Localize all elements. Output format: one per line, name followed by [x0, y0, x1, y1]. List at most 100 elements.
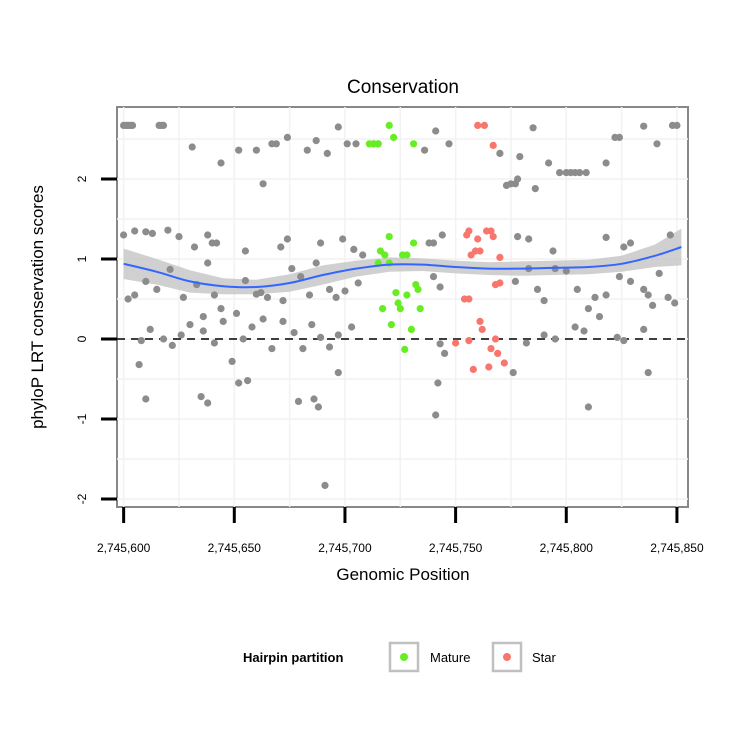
point-mature [385, 233, 393, 241]
point-other [297, 273, 305, 281]
x-tick-label: 2,745,650 [208, 541, 262, 555]
point-other [671, 299, 679, 307]
point-other [562, 267, 570, 275]
point-other [432, 127, 440, 135]
point-other [148, 229, 156, 237]
point-other [352, 140, 360, 148]
ribbon-area [123, 228, 682, 295]
point-other [124, 295, 132, 303]
point-other [613, 333, 621, 341]
point-other [228, 357, 236, 365]
point-other [210, 291, 218, 299]
point-other [248, 323, 256, 331]
point-other [545, 159, 553, 167]
point-other [252, 146, 260, 154]
point-other [653, 140, 661, 148]
point-other [325, 285, 334, 293]
point-mature [387, 321, 395, 329]
legend: Hairpin partition Mature Star [243, 641, 557, 673]
x-tick-label: 2,745,600 [97, 541, 151, 555]
point-other [441, 349, 449, 357]
point-mature [403, 251, 411, 259]
point-mature [410, 140, 418, 148]
point-other [525, 235, 533, 243]
point-other [432, 411, 440, 419]
point-other [602, 233, 610, 241]
point-other [438, 231, 446, 239]
point-other [509, 369, 517, 377]
y-axis-title: phyloP LRT conservation scores [28, 185, 47, 429]
point-other [626, 239, 635, 247]
point-other [263, 293, 272, 301]
legend-key-mature [388, 641, 420, 673]
point-other [664, 293, 672, 301]
point-star [496, 279, 504, 287]
point-other [283, 133, 291, 141]
point-other [673, 121, 681, 129]
point-other [323, 149, 331, 157]
point-other [540, 331, 548, 339]
point-other [551, 335, 559, 343]
point-mature [390, 133, 398, 141]
point-other [620, 337, 628, 345]
point-other [217, 305, 225, 313]
x-axis-title: Genomic Position [336, 565, 469, 584]
point-star [496, 253, 504, 261]
point-other [540, 297, 548, 305]
point-star [494, 349, 502, 357]
point-other [595, 313, 604, 321]
point-other [283, 235, 291, 243]
point-other [232, 309, 241, 317]
confidence-ribbon [123, 228, 682, 295]
point-other [219, 317, 227, 325]
point-other [166, 265, 174, 273]
point-other [321, 481, 329, 489]
point-other [314, 403, 322, 411]
point-other [429, 239, 438, 247]
point-other [312, 137, 320, 145]
x-tick-label: 2,745,750 [429, 541, 483, 555]
point-other [204, 231, 212, 239]
point-mature [403, 291, 411, 299]
point-star [489, 233, 497, 241]
point-other [272, 140, 280, 148]
point-other [516, 153, 524, 161]
point-other [128, 121, 137, 129]
point-other [244, 377, 252, 385]
point-other [186, 321, 194, 329]
point-other [334, 123, 342, 131]
point-star [487, 345, 495, 353]
point-other [259, 180, 267, 188]
point-other [644, 369, 652, 377]
point-other [277, 243, 285, 251]
point-other [429, 273, 438, 281]
point-other [279, 297, 287, 305]
point-other [235, 379, 243, 387]
point-other [135, 361, 143, 369]
point-other [199, 327, 207, 335]
point-mature [385, 121, 393, 129]
point-other [640, 325, 648, 333]
point-other [644, 291, 652, 299]
point-mature [379, 305, 387, 313]
point-other [584, 403, 593, 411]
point-mature [396, 305, 404, 313]
point-other [582, 169, 590, 177]
point-other [257, 289, 265, 297]
smooth-line [123, 246, 682, 289]
y-axis: -2 -1 0 1 2 [75, 175, 117, 504]
point-other [204, 399, 212, 407]
point-other [529, 124, 537, 132]
point-other [299, 345, 307, 353]
point-other [445, 140, 453, 148]
point-star [476, 317, 484, 325]
point-other [159, 121, 168, 129]
point-other [159, 335, 168, 343]
point-other [279, 317, 287, 325]
point-other [142, 395, 150, 403]
point-other [120, 231, 128, 239]
point-other [288, 265, 296, 273]
point-other [522, 339, 531, 347]
smooth-curve [123, 246, 682, 289]
point-other [290, 329, 298, 337]
